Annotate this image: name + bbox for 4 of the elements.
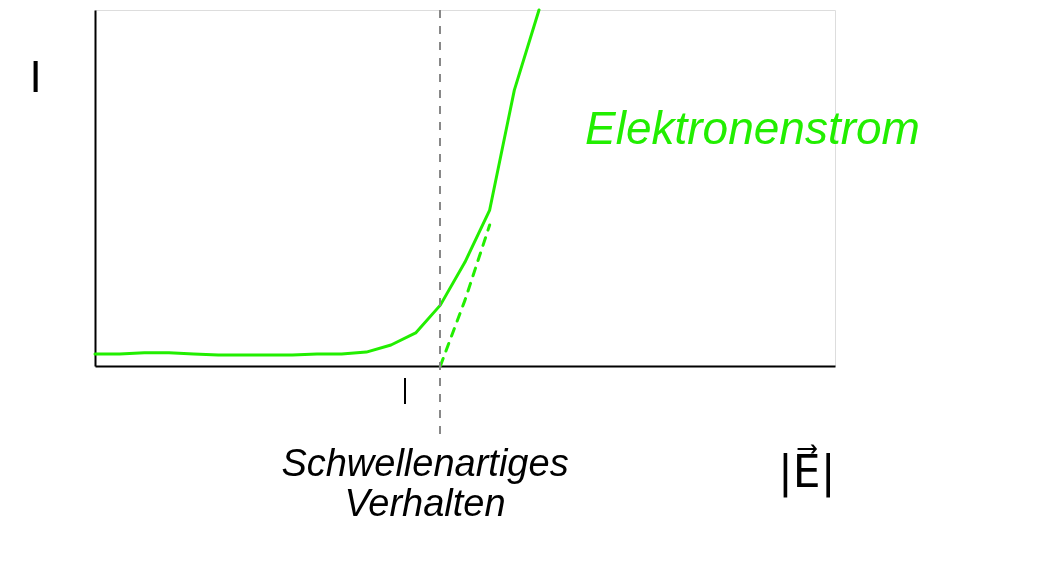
x-axis-title: |E⃗| [778, 444, 836, 498]
series-label: Elektronenstrom [585, 102, 920, 154]
text: Schwellenartiges Verhalten [281, 442, 569, 524]
y-axis-title: I [29, 51, 42, 101]
